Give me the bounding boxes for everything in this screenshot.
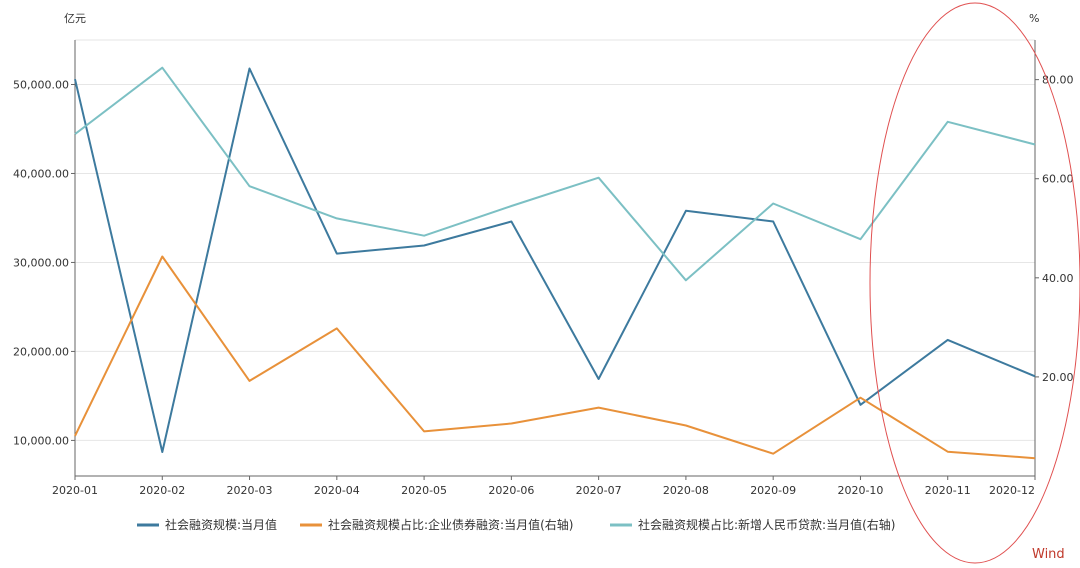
legend-label-3: 社会融资规模占比:新增人民币贷款:当月值(右轴) [638, 517, 895, 532]
x-axis-tick-label: 2020-05 [401, 484, 447, 497]
x-axis-tick-label: 2020-08 [663, 484, 709, 497]
x-axis-tick-label: 2020-12 [989, 484, 1035, 497]
left-axis-tick-label: 40,000.00 [13, 167, 69, 180]
legend-label-2: 社会融资规模占比:企业债券融资:当月值(右轴) [328, 517, 573, 532]
left-axis-tick-label: 30,000.00 [13, 256, 69, 269]
x-axis-tick-label: 2020-07 [576, 484, 622, 497]
right-axis-tick-label: 20.00 [1042, 371, 1074, 384]
grid-lines [75, 39, 1035, 441]
x-axis-tick-label: 2020-09 [750, 484, 796, 497]
left-axis-tick-label: 10,000.00 [13, 434, 69, 447]
annotation-ellipse [869, 2, 1080, 564]
legend: 社会融资规模:当月值 社会融资规模占比:企业债券融资:当月值(右轴) 社会融资规模占… [137, 517, 895, 532]
x-axis-tick-label: 2020-01 [52, 484, 98, 497]
x-axis-tick-label: 2020-06 [488, 484, 534, 497]
x-axis-tick-label: 2020-11 [925, 484, 971, 497]
series-line-2 [74, 255, 1036, 460]
x-axis-tick-label: 2020-03 [227, 484, 273, 497]
series-lines [74, 66, 1036, 460]
annotations: Wind [869, 2, 1080, 564]
x-axis-tick-label: 2020-02 [139, 484, 185, 497]
x-axis-tick-label: 2020-04 [314, 484, 360, 497]
watermark-text: Wind [1032, 547, 1065, 562]
left-axis-tick-label: 50,000.00 [13, 78, 69, 91]
left-axis-unit: 亿元 [64, 12, 86, 25]
right-axis-unit: % [1029, 12, 1039, 25]
right-axis-tick-label: 40.00 [1042, 272, 1074, 285]
series-line-3 [74, 66, 1036, 282]
x-axis-tick-label: 2020-10 [837, 484, 883, 497]
right-axis-tick-label: 80.00 [1042, 74, 1074, 87]
left-axis-tick-label: 20,000.00 [13, 345, 69, 358]
right-axis-tick-label: 60.00 [1042, 173, 1074, 186]
legend-label-1: 社会融资规模:当月值 [165, 517, 277, 532]
axes: 亿元 % 10,000.00 20,000.00 30,000.00 40,000.00 5… [13, 12, 1073, 497]
series-line-1 [74, 67, 1036, 453]
